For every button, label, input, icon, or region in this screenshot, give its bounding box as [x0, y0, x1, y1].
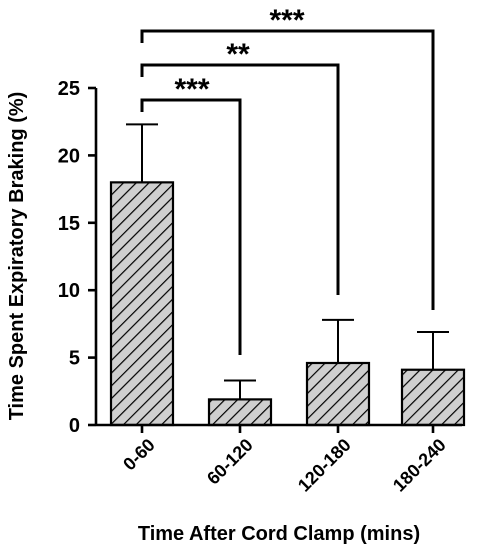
bar-0-60 — [109, 181, 175, 427]
y-tick-label: 5 — [69, 348, 80, 370]
x-tick-label: 180-240 — [389, 435, 450, 496]
significance-bracket — [140, 29, 435, 310]
bar-120-180 — [305, 361, 371, 427]
significance-label: *** — [174, 73, 209, 106]
significance-bracket — [140, 98, 242, 355]
bar-180-240 — [400, 368, 466, 427]
significance-label: *** — [269, 4, 304, 37]
y-tick-label: 10 — [58, 280, 80, 302]
x-tick-label: 0-60 — [119, 435, 159, 475]
y-tick-label: 25 — [58, 78, 80, 100]
significance-bracket — [140, 63, 340, 295]
x-ticks-layer: 0-60 60-120 120-180 180-240 — [119, 425, 450, 496]
y-ticks-layer: 0 5 10 15 20 25 — [58, 78, 96, 437]
y-axis-title: Time Spent Expiratory Braking (%) — [6, 92, 28, 421]
significance-layer: ******** — [140, 4, 435, 355]
y-tick-label: 15 — [58, 213, 80, 235]
bars-layer — [109, 181, 466, 427]
y-tick-label: 0 — [69, 415, 80, 437]
significance-label: ** — [226, 38, 250, 71]
y-tick-label: 20 — [58, 145, 80, 167]
x-axis-title: Time After Cord Clamp (mins) — [138, 523, 420, 545]
x-tick-label: 60-120 — [203, 435, 257, 489]
error-bars-layer — [126, 123, 449, 400]
bar-60-120 — [207, 398, 273, 427]
x-tick-label: 120-180 — [294, 435, 355, 496]
